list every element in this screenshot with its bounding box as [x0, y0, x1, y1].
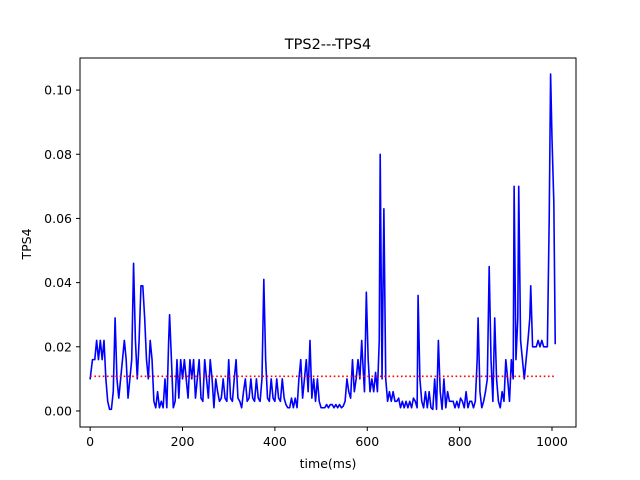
y-tick-label: 0.08 — [44, 147, 72, 162]
y-tick-label: 0.10 — [44, 83, 72, 98]
y-tick-label: 0.00 — [44, 403, 72, 418]
x-tick-label: 1000 — [536, 434, 568, 449]
series-line-0 — [89, 73, 557, 411]
x-tick-label: 800 — [448, 434, 472, 449]
y-tick-label: 0.06 — [44, 211, 72, 226]
x-tick-label: 600 — [355, 434, 379, 449]
axes: 0 200 400 600 800 1000 0.00 0.02 0.04 0.06 0.08 0.1… — [44, 57, 577, 449]
y-tick-label: 0.02 — [44, 339, 72, 354]
y-axis-label: TPS4 — [19, 228, 34, 260]
axes-frame — [79, 57, 577, 428]
x-tick-label: 200 — [171, 434, 195, 449]
plot-area — [89, 73, 557, 411]
x-tick-label: 0 — [86, 434, 94, 449]
chart-title: TPS2---TPS4 — [284, 37, 371, 53]
y-tick-label: 0.04 — [44, 275, 72, 290]
x-tick-label: 400 — [263, 434, 287, 449]
x-axis-label: time(ms) — [300, 456, 357, 471]
